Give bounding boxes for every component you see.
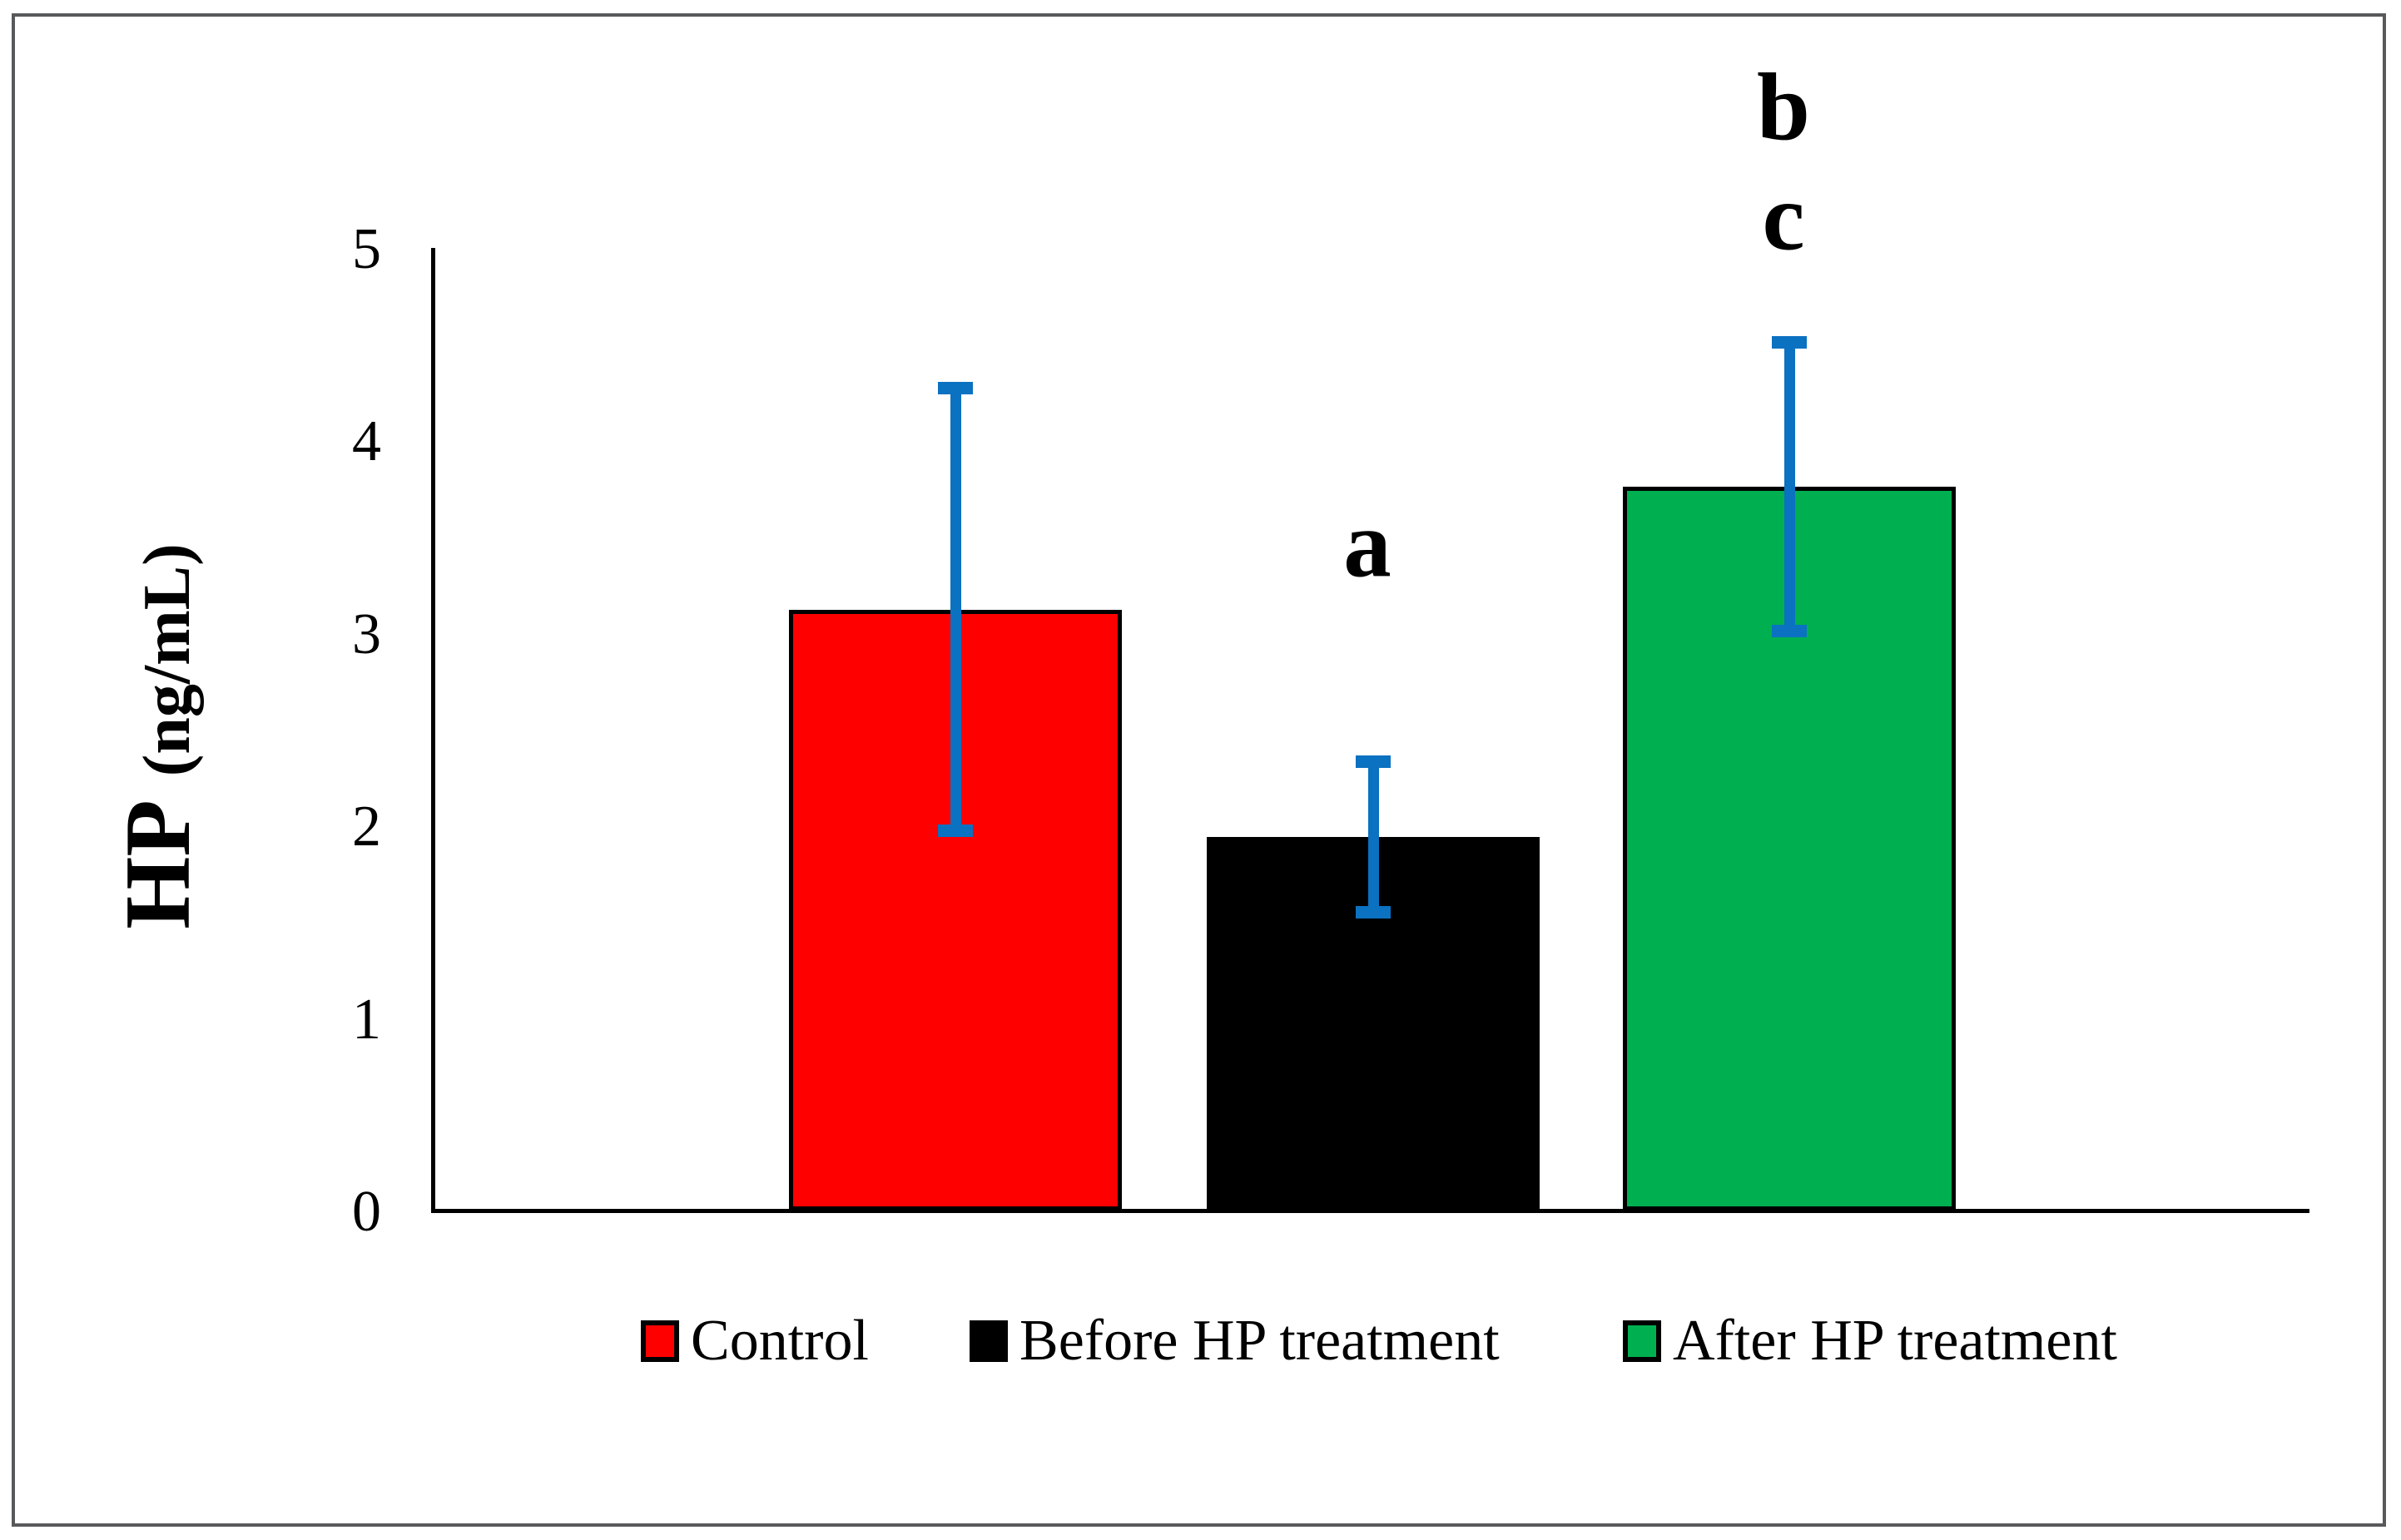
legend-swatch-1 xyxy=(970,1320,1008,1362)
legend-label-2: After HP treatment xyxy=(1673,1309,2117,1373)
error-bar-top-cap-2 xyxy=(1772,335,1807,349)
y-tick-label-5: 5 xyxy=(352,217,381,281)
error-bar-bottom-cap-2 xyxy=(1772,624,1807,637)
y-tick-label-1: 1 xyxy=(352,987,381,1052)
y-tick-label-3: 3 xyxy=(352,602,381,666)
legend-item-0: Control xyxy=(641,1308,869,1374)
y-tick-label-4: 4 xyxy=(352,409,381,474)
error-bar-top-cap-0 xyxy=(938,382,973,395)
y-tick-label-0: 0 xyxy=(352,1180,381,1244)
error-bar-bottom-cap-1 xyxy=(1356,905,1391,919)
y-axis-line xyxy=(431,248,435,1213)
error-bar-line-0 xyxy=(950,388,961,831)
legend-swatch-2 xyxy=(1623,1320,1661,1362)
annotation-a: a xyxy=(1343,491,1391,597)
x-axis-line xyxy=(431,1209,2309,1213)
annotation-c: c xyxy=(1762,164,1805,270)
annotation-b: b xyxy=(1757,54,1810,161)
error-bar-top-cap-1 xyxy=(1356,755,1391,769)
legend-item-1: Before HP treatment xyxy=(970,1308,1500,1374)
legend-label-1: Before HP treatment xyxy=(1019,1309,1500,1373)
legend-item-2: After HP treatment xyxy=(1623,1308,2117,1374)
y-axis-title-unit: (ng/mL) xyxy=(131,543,204,777)
y-axis-title-main: HP xyxy=(107,800,210,929)
y-axis-title: HP (ng/mL) xyxy=(107,543,210,929)
error-bar-line-1 xyxy=(1367,761,1379,912)
legend-swatch-0 xyxy=(641,1320,679,1362)
error-bar-line-2 xyxy=(1783,342,1795,631)
error-bar-bottom-cap-0 xyxy=(938,824,973,838)
legend-label-0: Control xyxy=(691,1309,869,1373)
y-tick-label-2: 2 xyxy=(352,795,381,859)
